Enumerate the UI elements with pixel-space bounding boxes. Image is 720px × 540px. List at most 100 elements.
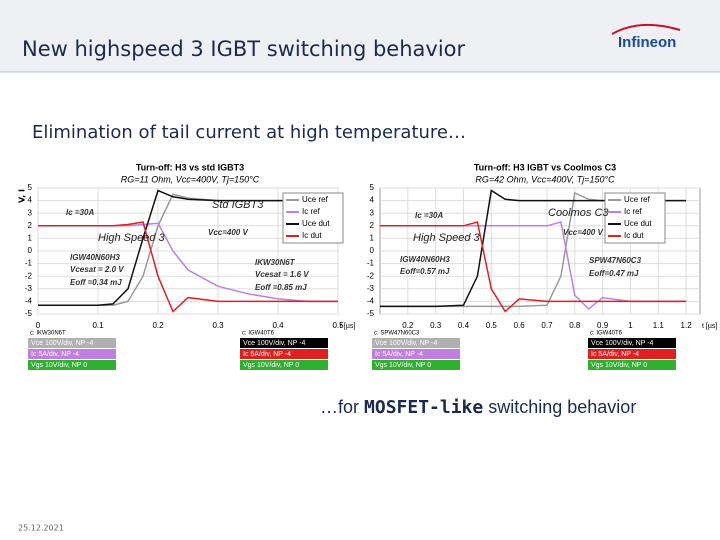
- annotation: Eoff=0.57 mJ: [400, 267, 450, 276]
- x-tick-label: 0.3: [430, 321, 442, 330]
- scope-box-title: c: IKW30N6T: [30, 331, 66, 337]
- annotation: Coolmos C3: [548, 207, 609, 219]
- chart-title: Turn-off: H3 IGBT vs Coolmos C3: [474, 162, 616, 172]
- y-axis-label: V, I: [18, 189, 27, 203]
- scope-box-row: [372, 360, 460, 370]
- scope-box-line: Ic 5A/div, NP -4: [375, 351, 423, 358]
- scope-box-row: [240, 338, 328, 348]
- y-tick-label: 1: [370, 234, 375, 243]
- y-tick-label: 5: [370, 183, 375, 192]
- x-tick-label: 0.6: [514, 321, 526, 330]
- y-tick-label: -1: [25, 259, 33, 268]
- scope-box-row: [28, 360, 116, 370]
- x-tick-label: 0.4: [272, 321, 284, 330]
- scope-box-title: c: IGW40T6: [242, 331, 275, 337]
- annotation: Std IGBT3: [212, 199, 264, 211]
- scope-box-row: [588, 360, 676, 370]
- annotation: SPW47N60C3: [589, 256, 642, 265]
- legend-label: Uce ref: [624, 195, 651, 204]
- legend-label: Uce dut: [302, 219, 330, 228]
- legend-label: Uce ref: [302, 195, 329, 204]
- annotation: Eoff=0.47 mJ: [589, 269, 639, 278]
- scope-box-row: [588, 338, 676, 348]
- y-tick-label: 4: [28, 196, 33, 205]
- y-tick-label: 4: [370, 196, 375, 205]
- scope-box-line: Vce 100V/div, NP -4: [243, 340, 305, 347]
- legend-box: [604, 192, 666, 244]
- scope-box-row: [28, 349, 116, 359]
- annotation: Vcesat = 2.0 V: [70, 265, 124, 274]
- y-tick-label: 3: [370, 208, 375, 217]
- header-band: [0, 0, 720, 72]
- y-tick-label: -1: [367, 259, 375, 268]
- scope-box-title: c: SPW47N60C3: [374, 331, 420, 337]
- scope-box-line: Vce 100V/div, NP -4: [31, 340, 93, 347]
- y-tick-label: 0: [370, 246, 375, 255]
- y-tick-label: 2: [370, 221, 375, 230]
- legend-box: [282, 192, 344, 244]
- scope-box-row: [372, 338, 460, 348]
- x-tick-label: 0: [36, 321, 41, 330]
- annotation: IKW30N6T: [255, 258, 296, 267]
- x-tick-label: 0.8: [569, 321, 581, 330]
- y-tick-label: -2: [25, 271, 33, 280]
- x-tick-label: 0.7: [541, 321, 553, 330]
- legend-label: Ic dut: [302, 231, 322, 240]
- y-tick-label: 2: [28, 221, 33, 230]
- slide-subtitle: Elimination of tail current at high temp…: [32, 122, 466, 143]
- scope-box-line: Vgs 10V/div, NP 0: [375, 362, 431, 369]
- annotation: High Speed 3: [413, 232, 481, 244]
- x-tick-label: 1: [628, 321, 633, 330]
- scope-box-row: [240, 360, 328, 370]
- annotation: Ic =30A: [415, 211, 443, 220]
- chart-title: Turn-off: H3 vs std IGBT3: [136, 162, 244, 172]
- annotation: Ic =30A: [66, 208, 94, 217]
- annotation: High Speed 3: [98, 232, 166, 244]
- slide-title: New highspeed 3 IGBT switching behavior: [22, 37, 466, 61]
- x-tick-label: 0.5: [332, 321, 344, 330]
- logo: Infineon: [618, 34, 676, 51]
- series-line: [38, 189, 338, 306]
- annotation: Vcc=400 V: [208, 228, 248, 237]
- scope-box-row: [28, 338, 116, 348]
- scope-box-line: Ic 5A/div, NP -4: [31, 351, 79, 358]
- scope-box-line: Vgs 10V/div, NP 0: [591, 362, 647, 369]
- y-tick-label: -3: [25, 284, 33, 293]
- y-tick-label: -4: [25, 297, 33, 306]
- scope-box-row: [372, 349, 460, 359]
- series-line: [38, 221, 338, 313]
- y-tick-label: 1: [28, 234, 33, 243]
- x-tick-label: 0.5: [486, 321, 498, 330]
- annotation: Eoff =0.34 mJ: [70, 278, 122, 287]
- scope-box-row: [240, 349, 328, 359]
- scope-box-line: Ic 5A/div, NP -4: [243, 351, 291, 358]
- x-tick-label: 0.1: [92, 321, 104, 330]
- x-axis-label: t [µs]: [702, 323, 717, 330]
- x-tick-label: 0.4: [458, 321, 470, 330]
- y-tick-label: -2: [367, 271, 375, 280]
- logo-swoosh: [611, 23, 681, 35]
- y-tick-label: -5: [367, 309, 375, 318]
- tagline-emphasis: MOSFET-like: [364, 397, 483, 418]
- annotation: IGW40N60H3: [70, 253, 120, 262]
- x-tick-label: 0.2: [152, 321, 164, 330]
- scope-box-line: Vgs 10V/div, NP 0: [243, 362, 299, 369]
- chart-subtitle: RG=42 Ohm, Vcc=400V, Tj=150°C: [475, 174, 615, 184]
- scope-box-title: c: IGW40T6: [590, 331, 623, 337]
- x-tick-label: 1.1: [653, 321, 665, 330]
- tagline-part: …for: [320, 397, 364, 417]
- annotation: Vcesat = 1.6 V: [255, 270, 309, 279]
- legend-label: Ic ref: [624, 207, 643, 216]
- y-tick-label: 0: [28, 246, 33, 255]
- annotation: Eoff =0.85 mJ: [255, 283, 307, 292]
- scope-box-line: Vce 100V/div, NP -4: [375, 340, 437, 347]
- x-axis-label: t [µs]: [340, 323, 355, 330]
- y-tick-label: 3: [28, 208, 33, 217]
- scope-box-row: [588, 349, 676, 359]
- x-tick-label: 1.2: [681, 321, 693, 330]
- scope-box-line: Vgs 10V/div, NP 0: [31, 362, 87, 369]
- legend-label: Ic dut: [624, 231, 644, 240]
- x-tick-label: 0.9: [597, 321, 609, 330]
- tagline-part: switching behavior: [483, 397, 636, 417]
